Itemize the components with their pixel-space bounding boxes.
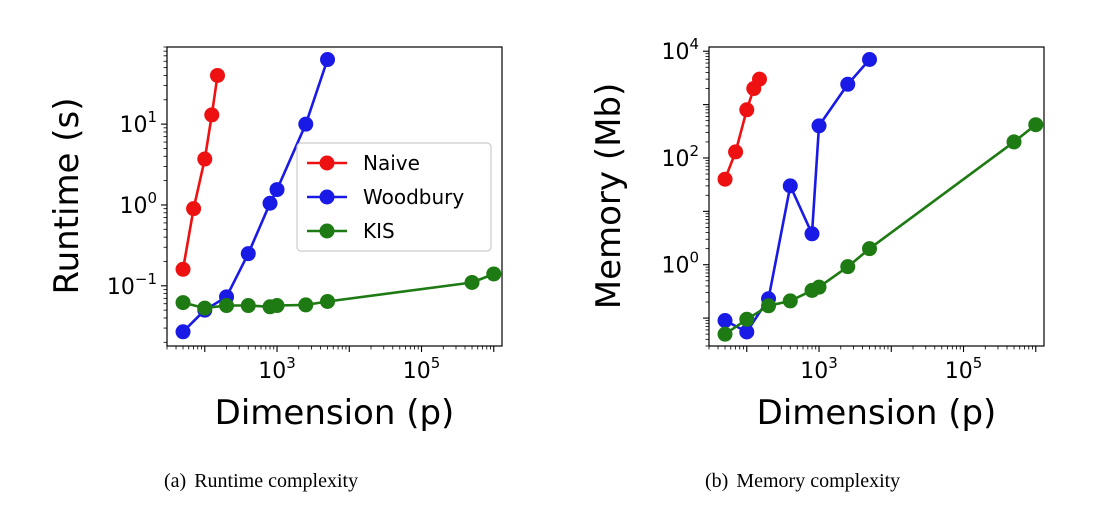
runtime-y-tick-exp: −1 (135, 270, 157, 288)
runtime-point-kis (175, 295, 191, 311)
runtime-legend-swatch-marker-kis (319, 223, 335, 239)
runtime-y-tick-base: 10 (119, 113, 147, 138)
runtime-y-tick-label: 100 (119, 189, 157, 219)
memory-x-tick-exp: 5 (973, 354, 983, 372)
runtime-y-tick-exp: 0 (147, 189, 157, 207)
runtime-x-tick-exp: 5 (431, 354, 441, 372)
memory-point-naive (728, 144, 744, 160)
memory-x-tick-base: 10 (945, 359, 973, 384)
runtime-legend-box (296, 142, 492, 252)
runtime-x-tick-label: 103 (258, 354, 296, 384)
runtime-y-axis-label: Runtime (s) (47, 97, 87, 294)
runtime-point-naive (186, 201, 202, 217)
memory-series-line-woodbury (724, 58, 871, 334)
memory-y-tick-label: 102 (661, 142, 699, 172)
runtime-y-tick-exp: 1 (147, 108, 157, 126)
runtime-point-woodbury (298, 116, 314, 132)
memory-point-naive (751, 71, 767, 87)
memory-x-tick-label: 105 (945, 354, 983, 384)
caption-memory-tag: (b) (705, 470, 729, 492)
memory-point-naive (717, 171, 733, 187)
memory-point-kis (739, 311, 755, 327)
memory-point-woodbury (717, 313, 733, 329)
memory-y-tick-exp: 4 (689, 35, 699, 53)
memory-point-kis (1028, 117, 1044, 133)
memory-point-kis (782, 293, 798, 309)
runtime-x-axis-label: Dimension (p) (215, 393, 455, 433)
runtime-legend-label-kis: KIS (363, 219, 395, 243)
caption-runtime: (a) Runtime complexity (164, 470, 358, 493)
memory-point-woodbury (862, 51, 878, 67)
runtime-point-woodbury (175, 324, 191, 340)
runtime-point-kis (298, 297, 314, 313)
runtime-point-naive (209, 67, 225, 83)
runtime-legend-label-woodbury: Woodbury (363, 185, 464, 209)
runtime-point-kis (320, 293, 336, 309)
memory-x-tick-label: 103 (800, 354, 838, 384)
memory-point-kis (840, 259, 856, 275)
runtime-series-line-naive (181, 75, 219, 270)
memory-axes-frame (708, 46, 1045, 347)
runtime-x-tick-base: 10 (258, 359, 286, 384)
runtime-axes-frame (166, 46, 503, 347)
runtime-y-tick-base: 10 (119, 194, 147, 219)
runtime-legend-swatch-marker-naive (319, 155, 335, 171)
memory-point-kis (862, 241, 878, 257)
memory-point-woodbury (840, 76, 856, 92)
memory-point-woodbury (804, 226, 820, 242)
runtime-legend-swatch-marker-woodbury (319, 189, 335, 205)
memory-point-kis (1006, 134, 1022, 150)
runtime-point-kis (269, 298, 285, 314)
memory-y-axis-label: Memory (Mb) (589, 83, 629, 310)
runtime-x-tick-label: 105 (403, 354, 441, 384)
memory-y-tick-base: 10 (661, 254, 689, 279)
runtime-x-tick-base: 10 (403, 359, 431, 384)
runtime-point-woodbury (262, 195, 278, 211)
memory-y-tick-exp: 2 (689, 142, 699, 160)
memory-point-naive (739, 102, 755, 118)
runtime-point-kis (219, 298, 235, 314)
runtime-point-naive (197, 151, 213, 167)
runtime-point-kis (197, 300, 213, 316)
runtime-x-tick-exp: 3 (286, 354, 296, 372)
runtime-legend-label-naive: Naive (363, 151, 420, 175)
runtime-point-woodbury (320, 52, 336, 68)
memory-y-tick-exp: 0 (689, 249, 699, 267)
memory-y-tick-label: 104 (661, 35, 699, 65)
memory-point-kis (717, 326, 733, 342)
memory-y-tick-base: 10 (661, 40, 689, 65)
memory-x-axis-label: Dimension (p) (757, 393, 997, 433)
caption-memory-text: Memory complexity (736, 470, 901, 492)
runtime-point-naive (204, 107, 220, 123)
runtime-point-kis (486, 266, 502, 282)
runtime-point-kis (240, 298, 256, 314)
runtime-y-tick-label: 101 (119, 108, 157, 138)
memory-point-woodbury (811, 118, 827, 134)
caption-memory: (b) Memory complexity (705, 470, 900, 493)
runtime-y-tick-base: 10 (107, 275, 135, 300)
memory-point-woodbury (782, 178, 798, 194)
memory-x-tick-base: 10 (800, 359, 828, 384)
runtime-y-tick-label: 10−1 (107, 270, 157, 300)
memory-x-tick-exp: 3 (828, 354, 838, 372)
memory-y-tick-base: 10 (661, 147, 689, 172)
runtime-point-woodbury (240, 246, 256, 262)
memory-y-tick-label: 100 (661, 249, 699, 279)
memory-point-woodbury (739, 324, 755, 340)
caption-runtime-text: Runtime complexity (194, 470, 359, 492)
caption-runtime-tag: (a) (164, 470, 187, 492)
runtime-point-woodbury (269, 182, 285, 198)
runtime-point-naive (175, 261, 191, 277)
memory-point-kis (811, 279, 827, 295)
runtime-point-kis (464, 274, 480, 290)
memory-point-kis (761, 298, 777, 314)
